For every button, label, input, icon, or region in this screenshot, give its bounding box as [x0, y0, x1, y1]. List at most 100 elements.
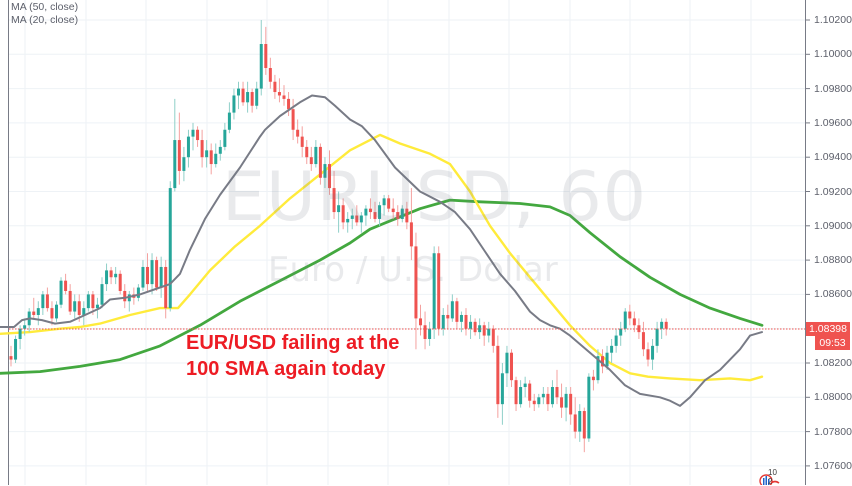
candle-body — [432, 253, 436, 329]
candle-body — [482, 325, 486, 336]
symbol-description-watermark: Euro / U.S. Dollar — [268, 250, 558, 290]
candle-body — [610, 345, 614, 353]
candle-body — [601, 356, 604, 367]
candle-body — [91, 294, 95, 309]
price-axis-label: 1.10000 — [814, 48, 852, 61]
candle-body — [396, 212, 400, 219]
candle-body — [241, 88, 245, 103]
candle-body — [168, 188, 172, 309]
candle-body — [391, 208, 395, 213]
candle-body — [441, 314, 445, 329]
candle-body — [287, 98, 291, 110]
candle-body — [186, 136, 190, 158]
candle-body — [437, 253, 441, 329]
candle-body — [528, 383, 532, 401]
candle-body — [55, 304, 58, 319]
candle-body — [86, 294, 90, 309]
candle-body — [332, 188, 336, 213]
candle-body — [23, 325, 27, 329]
candle-body — [632, 318, 636, 326]
candle-body — [619, 328, 623, 336]
candle-body — [623, 311, 627, 329]
price-axis-label: 1.09400 — [814, 151, 852, 164]
candle-body — [146, 266, 149, 285]
candle-body — [373, 212, 377, 219]
candle-body — [428, 328, 432, 339]
price-axis-label: 1.07600 — [814, 459, 852, 472]
candle-body — [41, 294, 45, 309]
candle-body — [259, 44, 263, 89]
candle-body — [328, 164, 331, 189]
candle-body — [405, 208, 409, 223]
candle-body — [641, 332, 645, 350]
candle-body — [323, 164, 327, 178]
candle-body — [382, 198, 386, 206]
candle-body — [550, 387, 554, 405]
candle-body — [337, 205, 341, 213]
candle-body — [159, 266, 163, 288]
candle-body — [118, 273, 122, 291]
candle-body — [346, 218, 350, 223]
candle-body — [655, 328, 659, 346]
candle-body — [496, 345, 500, 405]
candle-body — [546, 393, 550, 405]
candle-body — [387, 198, 391, 209]
candle-body — [136, 287, 140, 298]
candle-body — [664, 321, 668, 329]
tradingview-logo-icon — [759, 474, 780, 485]
legend-ma20[interactable]: MA (20, close) — [11, 14, 79, 26]
candle-body — [73, 301, 77, 312]
candle-body — [569, 393, 573, 415]
candle-body — [95, 304, 99, 309]
symbol-watermark: EURUSD, 60 — [222, 158, 648, 237]
candle-body — [464, 314, 468, 329]
candle-body — [246, 92, 250, 103]
moving-average-line — [0, 94, 763, 407]
legend-ma50[interactable]: MA (50, close) — [11, 1, 79, 13]
candle-body — [14, 338, 18, 360]
price-axis-label: 1.09600 — [814, 116, 852, 129]
candle-body — [164, 266, 168, 309]
candle-body — [45, 294, 49, 309]
tradingview-badge-text: 10 2 — [768, 468, 777, 486]
candle-body — [173, 140, 177, 189]
candle-body — [196, 129, 200, 141]
annotation-line-1: EUR/USD failing at the — [186, 332, 400, 354]
candle-body — [300, 136, 304, 147]
price-axis-label: 1.09000 — [814, 219, 852, 232]
tradingview-logo[interactable]: 10 2 — [758, 468, 780, 486]
price-axis-label: 1.08600 — [814, 288, 852, 301]
candle-body — [591, 376, 595, 381]
candle-body — [469, 321, 473, 329]
candle-body — [68, 290, 72, 312]
candle-body — [227, 112, 231, 130]
candle-body — [596, 356, 600, 381]
candle-body — [532, 400, 536, 405]
candle-body — [155, 260, 159, 288]
candle-body — [209, 150, 213, 165]
price-axis-label: 1.09800 — [814, 82, 852, 95]
candle-body — [614, 335, 618, 346]
candle-body — [419, 318, 422, 326]
candle-body — [350, 215, 354, 219]
candle-body — [150, 260, 154, 285]
candle-body — [423, 325, 427, 339]
candle-body — [560, 397, 564, 408]
annotation-line-2: 100 SMA again today — [186, 358, 386, 380]
candle-body — [459, 314, 463, 322]
candle-body — [59, 280, 63, 305]
candle-body — [646, 349, 650, 360]
candle-body — [291, 109, 295, 130]
price-axis-label: 1.07800 — [814, 425, 852, 438]
moving-average-line — [0, 133, 764, 382]
candle-body — [409, 222, 413, 247]
candle-body — [355, 215, 359, 223]
candle-body — [277, 92, 281, 96]
candle-body — [318, 146, 322, 178]
candle-body — [414, 246, 418, 319]
indicator-legend: MA (50, close) MA (20, close) — [11, 1, 78, 27]
candle-body — [264, 44, 268, 69]
candle-body — [64, 280, 68, 291]
